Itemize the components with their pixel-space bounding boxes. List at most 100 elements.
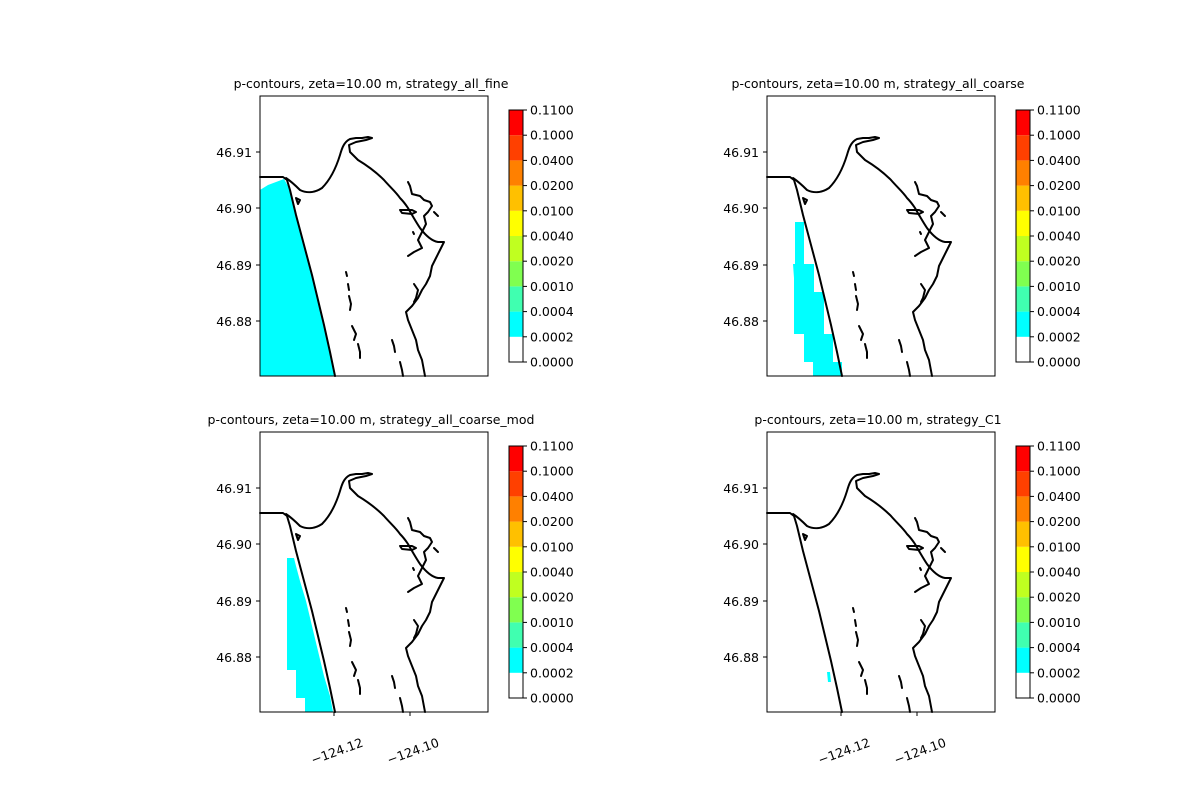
- colorbar-tick-label: 0.0020: [1037, 590, 1081, 605]
- colorbar-tick-label: 0.1100: [530, 439, 574, 454]
- coastline: [766, 136, 952, 377]
- ytick-label: 46.88: [216, 650, 252, 665]
- colorbar-segment: [1016, 521, 1030, 547]
- colorbar-tick-label: 0.0004: [530, 640, 574, 655]
- colorbar-tick-label: 0.0100: [1037, 539, 1081, 554]
- colorbar-segment: [1016, 135, 1030, 161]
- colorbar-segment: [509, 110, 523, 136]
- colorbar-tick-label: 0.0040: [1037, 565, 1081, 580]
- colorbar-tick-label: 0.0010: [530, 615, 574, 630]
- fill-region: [793, 222, 842, 376]
- axes-frame: [766, 431, 996, 713]
- colorbar-segment: [509, 446, 523, 472]
- ytick-label: 46.91: [723, 145, 759, 160]
- ytick-label: 46.89: [723, 258, 759, 273]
- colorbar-segment: [1016, 496, 1030, 522]
- coastline: [766, 472, 952, 713]
- y-axis: 46.88 46.89 46.90 46.91: [723, 145, 767, 329]
- panel-title: p-contours, zeta=10.00 m, strategy_all_f…: [234, 76, 509, 91]
- colorbar: 0.0000 0.0002 0.0004 0.0010 0.0020 0.0040 0.01…: [508, 103, 574, 370]
- fill-region: [260, 179, 334, 376]
- colorbar-tick-label: 0.0100: [530, 203, 574, 218]
- colorbar-segment: [1016, 261, 1030, 287]
- colorbar-tick-label: 0.0002: [1037, 329, 1081, 344]
- colorbar-tick-label: 0.0040: [1037, 229, 1081, 244]
- colorbar-tick-label: 0.0200: [530, 178, 574, 193]
- colorbar-segment: [509, 210, 523, 236]
- colorbar-segment: [509, 236, 523, 262]
- panel-4: p-contours, zeta=10.00 m, strategy_C1 46…: [723, 412, 1081, 767]
- colorbar-segment: [509, 496, 523, 522]
- colorbar-segment: [1016, 572, 1030, 598]
- colorbar-segment: [1016, 672, 1030, 698]
- colorbar-tick-label: 0.0020: [1037, 254, 1081, 269]
- colorbar: 0.0000 0.0002 0.0004 0.0010 0.0020 0.0040 0.01…: [1015, 103, 1081, 370]
- colorbar-segment: [1016, 311, 1030, 337]
- colorbar-tick-label: 0.0040: [530, 565, 574, 580]
- y-axis: 46.88 46.89 46.90 46.91: [216, 481, 260, 665]
- colorbar-segment: [1016, 446, 1030, 472]
- ytick-label: 46.89: [216, 258, 252, 273]
- colorbar-tick-label: 0.0002: [530, 665, 574, 680]
- colorbar-tick-label: 0.0010: [1037, 615, 1081, 630]
- x-axis: −124.12 −124.10: [309, 712, 441, 767]
- colorbar-tick-label: 0.0100: [1037, 203, 1081, 218]
- colorbar-segment: [509, 597, 523, 623]
- colorbar-tick-label: 0.0000: [1037, 355, 1081, 370]
- colorbar-segment: [1016, 336, 1030, 362]
- colorbar-tick-label: 0.0000: [530, 691, 574, 706]
- ytick-label: 46.89: [216, 594, 252, 609]
- colorbar-tick-label: 0.0010: [1037, 279, 1081, 294]
- colorbar-tick-label: 0.0002: [530, 329, 574, 344]
- colorbar-segment: [1016, 160, 1030, 186]
- colorbar: 0.0000 0.0002 0.0004 0.0010 0.0020 0.0040 0.01…: [508, 439, 574, 706]
- panel-1: p-contours, zeta=10.00 m, strategy_all_f…: [216, 76, 574, 377]
- colorbar-segment: [509, 471, 523, 497]
- colorbar-segment: [509, 672, 523, 698]
- colorbar-segment: [1016, 286, 1030, 312]
- fill-region: [827, 672, 831, 682]
- colorbar-tick-label: 0.0010: [530, 279, 574, 294]
- ytick-label: 46.91: [723, 481, 759, 496]
- colorbar-tick-label: 0.0020: [530, 254, 574, 269]
- colorbar-segment: [1016, 546, 1030, 572]
- ytick-label: 46.91: [216, 145, 252, 160]
- ytick-label: 46.90: [216, 201, 252, 216]
- colorbar-tick-label: 0.1000: [1037, 464, 1081, 479]
- colorbar-tick-label: 0.0000: [1037, 691, 1081, 706]
- colorbar-tick-label: 0.0020: [530, 590, 574, 605]
- panel-3: p-contours, zeta=10.00 m, strategy_all_c…: [208, 412, 574, 767]
- colorbar-segment: [509, 647, 523, 673]
- colorbar-segment: [509, 622, 523, 648]
- colorbar-segment: [509, 160, 523, 186]
- axes-frame: [766, 95, 996, 377]
- colorbar-tick-label: 0.1000: [1037, 128, 1081, 143]
- colorbar-tick-label: 0.0004: [1037, 304, 1081, 319]
- ytick-label: 46.88: [723, 314, 759, 329]
- ytick-label: 46.88: [216, 314, 252, 329]
- axes-frame: [259, 431, 489, 713]
- y-axis: 46.88 46.89 46.90 46.91: [723, 481, 767, 665]
- colorbar-segment: [509, 286, 523, 312]
- colorbar-tick-label: 0.0400: [1037, 153, 1081, 168]
- colorbar-tick-label: 0.0000: [530, 355, 574, 370]
- panel-2: p-contours, zeta=10.00 m, strategy_all_c…: [723, 76, 1081, 377]
- ytick-label: 46.90: [723, 537, 759, 552]
- colorbar-tick-label: 0.0400: [530, 489, 574, 504]
- colorbar-segment: [1016, 622, 1030, 648]
- y-axis: 46.88 46.89 46.90 46.91: [216, 145, 260, 329]
- ytick-label: 46.90: [216, 537, 252, 552]
- colorbar-tick-label: 0.1000: [530, 128, 574, 143]
- colorbar-tick-label: 0.1100: [530, 103, 574, 118]
- fill-region: [287, 558, 333, 712]
- colorbar-tick-label: 0.0040: [530, 229, 574, 244]
- colorbar-tick-label: 0.0004: [1037, 640, 1081, 655]
- colorbar-segment: [509, 261, 523, 287]
- colorbar-segment: [509, 546, 523, 572]
- colorbar-tick-label: 0.1000: [530, 464, 574, 479]
- colorbar-segment: [509, 336, 523, 362]
- axes-frame: [259, 95, 489, 377]
- colorbar-segment: [1016, 185, 1030, 211]
- colorbar-tick-label: 0.0100: [530, 539, 574, 554]
